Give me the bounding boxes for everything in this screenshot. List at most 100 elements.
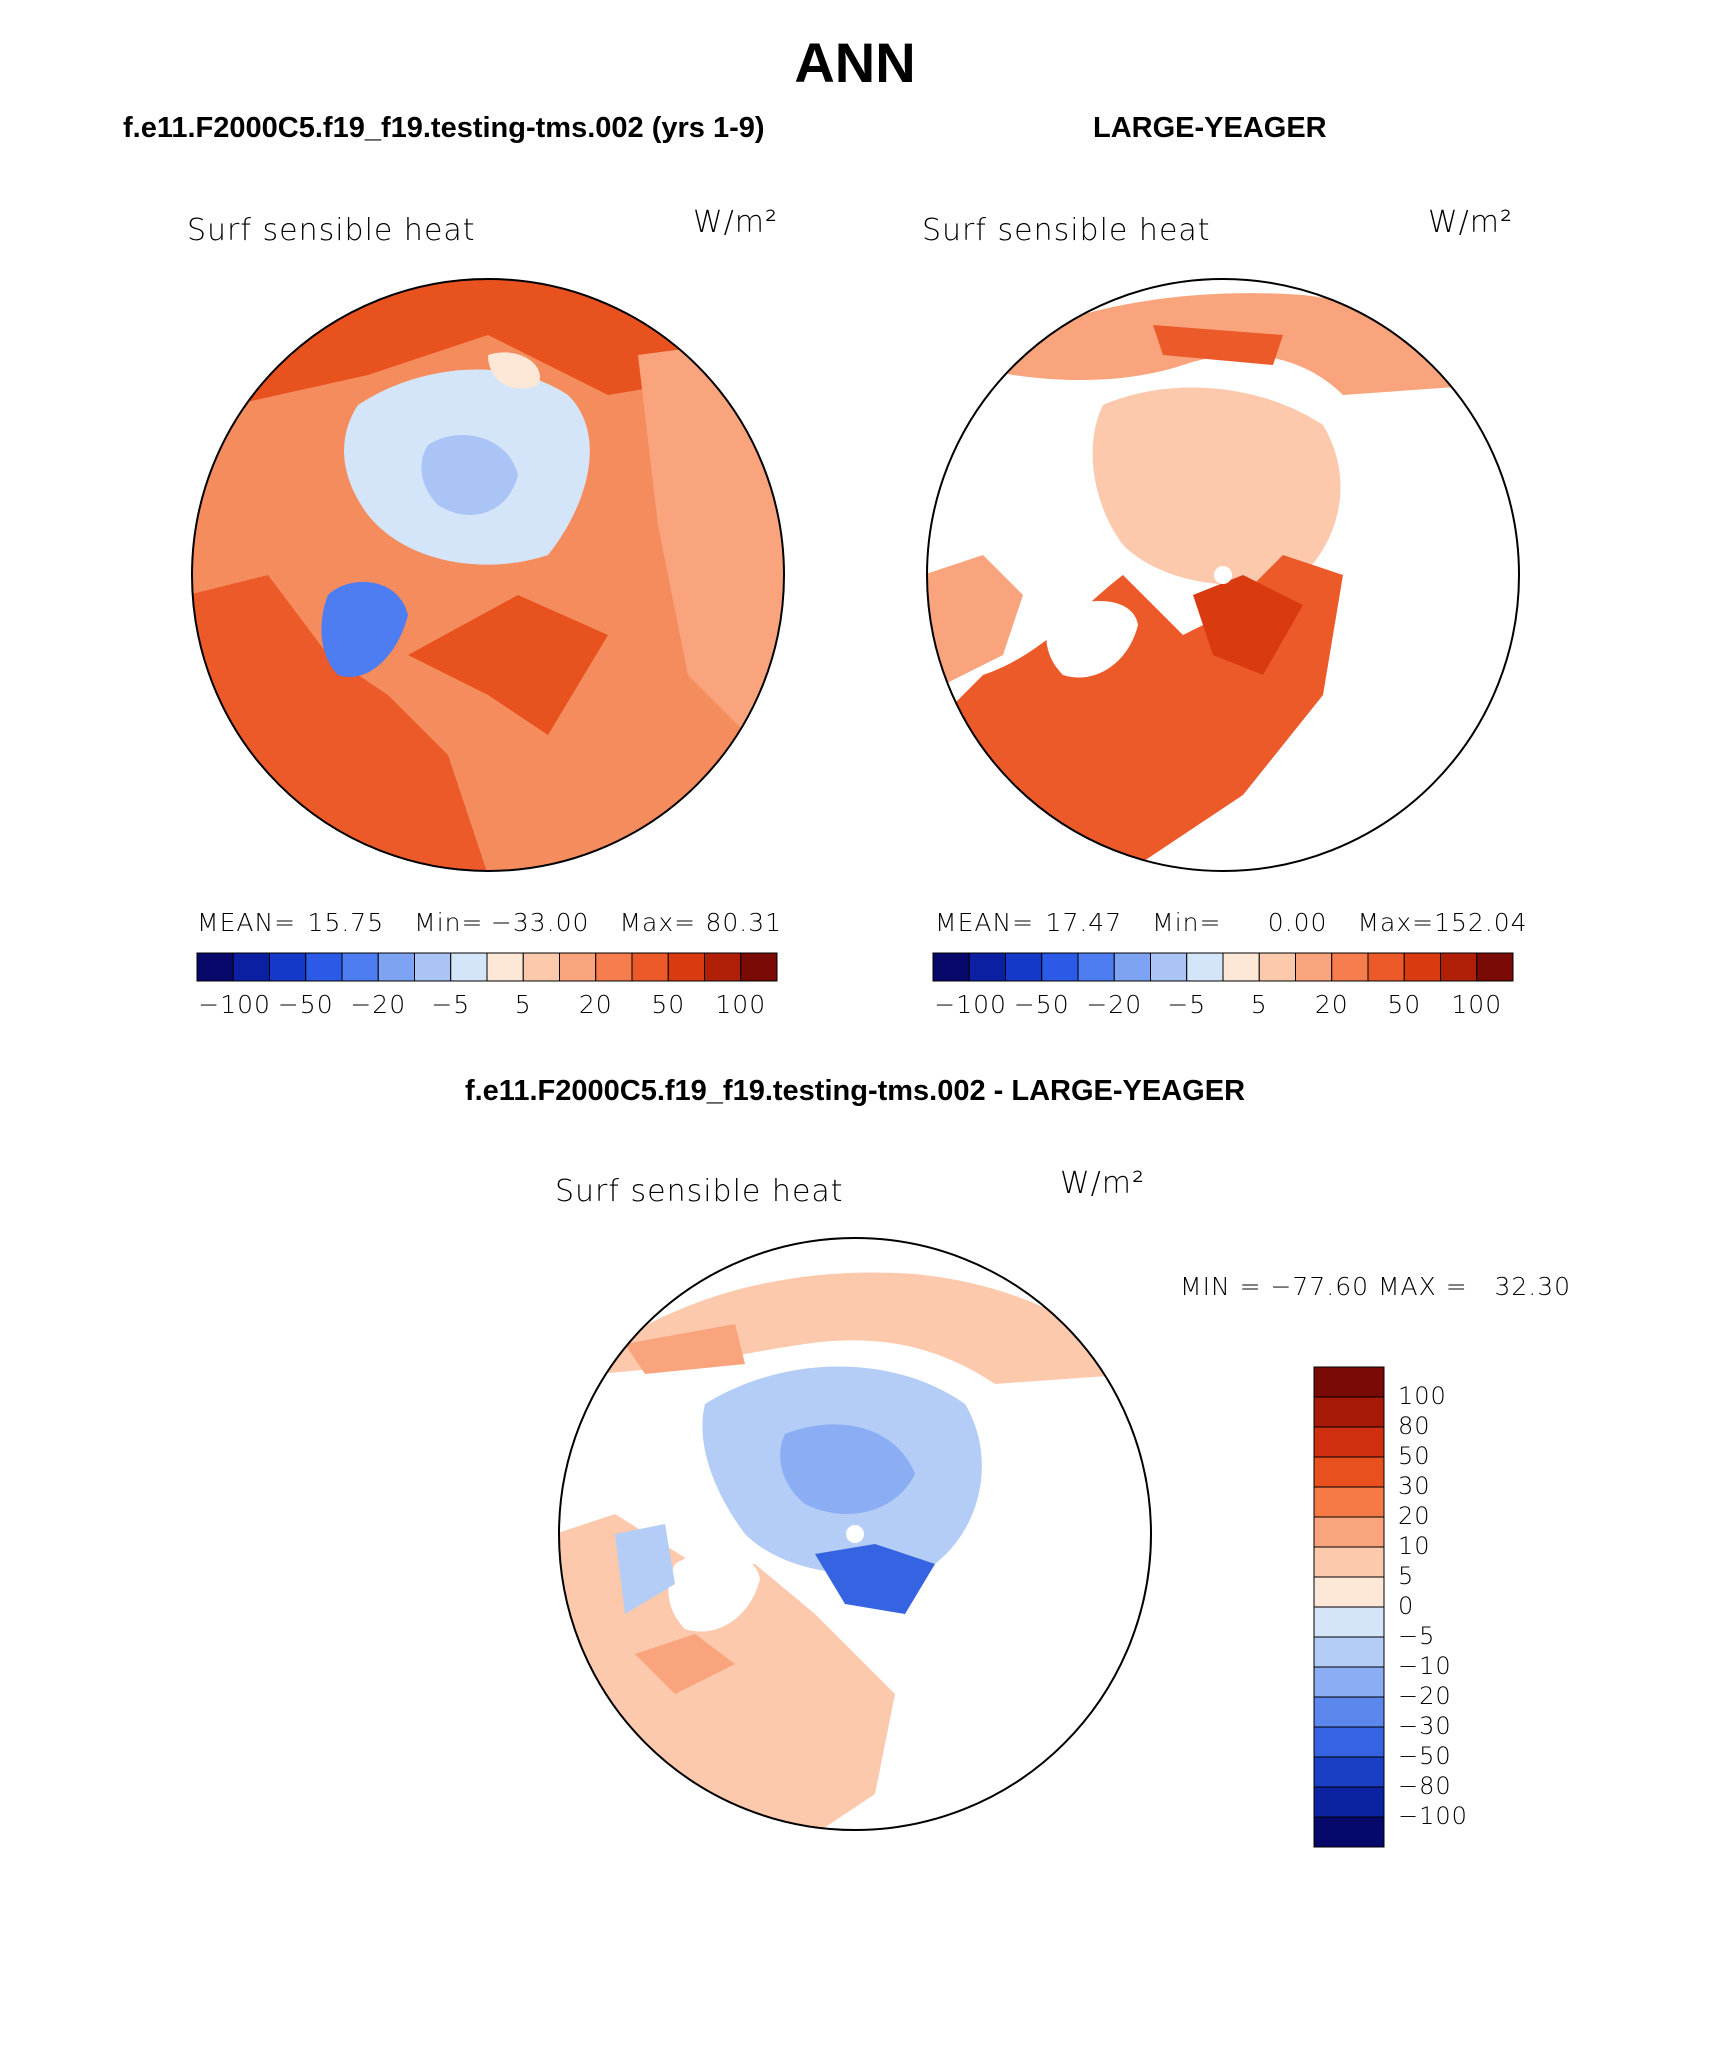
colorbar-swatch bbox=[196, 952, 234, 982]
colorbar-swatch bbox=[1313, 1726, 1385, 1758]
colorbar-swatch bbox=[1367, 952, 1405, 982]
right-colorbar-ticks: −100 −50 −20 −5 5 20 50 100 bbox=[932, 990, 1514, 1020]
colorbar-swatch bbox=[414, 952, 452, 982]
colorbar-swatch bbox=[1313, 1636, 1385, 1668]
colorbar-swatch bbox=[377, 952, 415, 982]
colorbar-tick-label: 50 bbox=[1398, 1442, 1431, 1470]
colorbar-swatch bbox=[232, 952, 270, 982]
colorbar-tick-label: 5 bbox=[1250, 990, 1268, 1019]
colorbar-tick-label: −100 bbox=[198, 990, 271, 1019]
colorbar-tick-label: −50 bbox=[1013, 990, 1070, 1019]
colorbar-swatch bbox=[1186, 952, 1224, 982]
colorbar-swatch bbox=[740, 952, 778, 982]
colorbar-tick-label: 100 bbox=[1451, 990, 1503, 1019]
colorbar-tick-label: 0 bbox=[1398, 1592, 1415, 1620]
right-stats: MEAN= 17.47 Min= 0.00 Max=152.04 bbox=[935, 908, 1528, 937]
colorbar-swatch bbox=[450, 952, 488, 982]
colorbar-swatch bbox=[486, 952, 524, 982]
colorbar-swatch bbox=[1313, 1576, 1385, 1608]
colorbar-swatch bbox=[341, 952, 379, 982]
colorbar-swatch bbox=[968, 952, 1006, 982]
colorbar-swatch bbox=[1258, 952, 1296, 982]
colorbar-tick-label: −30 bbox=[1398, 1712, 1452, 1740]
right-colorbar bbox=[932, 952, 1514, 982]
colorbar-swatch bbox=[305, 952, 343, 982]
colorbar-tick-label: 50 bbox=[1387, 990, 1422, 1019]
colorbar-swatch bbox=[932, 952, 970, 982]
colorbar-swatch bbox=[1150, 952, 1188, 982]
colorbar-tick-label: 80 bbox=[1398, 1412, 1431, 1440]
colorbar-tick-label: 30 bbox=[1398, 1472, 1431, 1500]
colorbar-swatch bbox=[269, 952, 307, 982]
left-colorbar-ticks: −100 −50 −20 −5 5 20 50 100 bbox=[196, 990, 778, 1020]
difference-colorbar-ticks: 100 80 50 30 20 10 5 0 −5 −10 −20 −30 −50 −80 −100 bbox=[1398, 1366, 1518, 1848]
colorbar-swatch bbox=[1403, 952, 1441, 982]
right-variable-label: Surf sensible heat bbox=[922, 213, 1211, 248]
colorbar-tick-label: 100 bbox=[1398, 1382, 1447, 1410]
colorbar-swatch bbox=[1313, 1756, 1385, 1788]
colorbar-tick-label: −5 bbox=[1398, 1622, 1436, 1650]
colorbar-tick-label: 20 bbox=[578, 990, 613, 1019]
colorbar-swatch bbox=[1313, 1666, 1385, 1698]
difference-minmax: MIN = −77.60 MAX = 32.30 bbox=[1180, 1272, 1572, 1301]
colorbar-tick-label: −20 bbox=[1398, 1682, 1452, 1710]
colorbar-swatch bbox=[1313, 1696, 1385, 1728]
colorbar-tick-label: −100 bbox=[934, 990, 1007, 1019]
left-case-title: f.e11.F2000C5.f19_f19.testing-tms.002 (y… bbox=[123, 112, 765, 144]
colorbar-swatch bbox=[1313, 1516, 1385, 1548]
colorbar-swatch bbox=[1313, 1546, 1385, 1578]
right-polar-map bbox=[926, 278, 1520, 872]
colorbar-swatch bbox=[559, 952, 597, 982]
colorbar-swatch bbox=[1313, 1366, 1385, 1398]
colorbar-swatch bbox=[1077, 952, 1115, 982]
colorbar-tick-label: −10 bbox=[1398, 1652, 1452, 1680]
colorbar-swatch bbox=[1476, 952, 1514, 982]
left-colorbar bbox=[196, 952, 778, 982]
right-unit-label: W/m² bbox=[1428, 205, 1514, 240]
page-title: ANN bbox=[794, 31, 916, 94]
colorbar-swatch bbox=[595, 952, 633, 982]
colorbar-swatch bbox=[1331, 952, 1369, 982]
difference-variable-label: Surf sensible heat bbox=[555, 1174, 844, 1209]
left-polar-map bbox=[191, 278, 785, 872]
colorbar-swatch bbox=[667, 952, 705, 982]
colorbar-swatch bbox=[1313, 1456, 1385, 1488]
colorbar-swatch bbox=[1295, 952, 1333, 982]
colorbar-swatch bbox=[704, 952, 742, 982]
colorbar-swatch bbox=[522, 952, 560, 982]
colorbar-tick-label: −20 bbox=[1086, 990, 1143, 1019]
colorbar-swatch bbox=[1313, 1786, 1385, 1818]
colorbar-swatch bbox=[1113, 952, 1151, 982]
colorbar-tick-label: −5 bbox=[1167, 990, 1207, 1019]
colorbar-swatch bbox=[631, 952, 669, 982]
colorbar-swatch bbox=[1313, 1816, 1385, 1848]
colorbar-tick-label: 5 bbox=[1398, 1562, 1415, 1590]
colorbar-tick-label: 100 bbox=[715, 990, 767, 1019]
colorbar-swatch bbox=[1222, 952, 1260, 982]
colorbar-tick-label: 20 bbox=[1314, 990, 1349, 1019]
difference-polar-map bbox=[558, 1237, 1152, 1831]
colorbar-swatch bbox=[1440, 952, 1478, 982]
colorbar-tick-label: −5 bbox=[431, 990, 471, 1019]
difference-colorbar bbox=[1313, 1366, 1385, 1848]
colorbar-tick-label: −80 bbox=[1398, 1772, 1452, 1800]
colorbar-tick-label: −50 bbox=[277, 990, 334, 1019]
colorbar-tick-label: 50 bbox=[651, 990, 686, 1019]
difference-unit-label: W/m² bbox=[1060, 1166, 1146, 1201]
left-unit-label: W/m² bbox=[693, 205, 779, 240]
colorbar-tick-label: 20 bbox=[1398, 1502, 1431, 1530]
colorbar-swatch bbox=[1005, 952, 1043, 982]
colorbar-tick-label: −100 bbox=[1398, 1802, 1468, 1830]
colorbar-tick-label: −50 bbox=[1398, 1742, 1452, 1770]
colorbar-swatch bbox=[1313, 1486, 1385, 1518]
colorbar-swatch bbox=[1313, 1426, 1385, 1458]
colorbar-tick-label: −20 bbox=[350, 990, 407, 1019]
left-stats: MEAN= 15.75 Min= −33.00 Max= 80.31 bbox=[197, 908, 783, 937]
colorbar-swatch bbox=[1313, 1396, 1385, 1428]
difference-title: f.e11.F2000C5.f19_f19.testing-tms.002 - … bbox=[464, 1075, 1246, 1107]
colorbar-swatch bbox=[1041, 952, 1079, 982]
colorbar-tick-label: 5 bbox=[514, 990, 532, 1019]
right-case-title: LARGE-YEAGER bbox=[1093, 112, 1327, 144]
left-variable-label: Surf sensible heat bbox=[187, 213, 476, 248]
colorbar-swatch bbox=[1313, 1606, 1385, 1638]
